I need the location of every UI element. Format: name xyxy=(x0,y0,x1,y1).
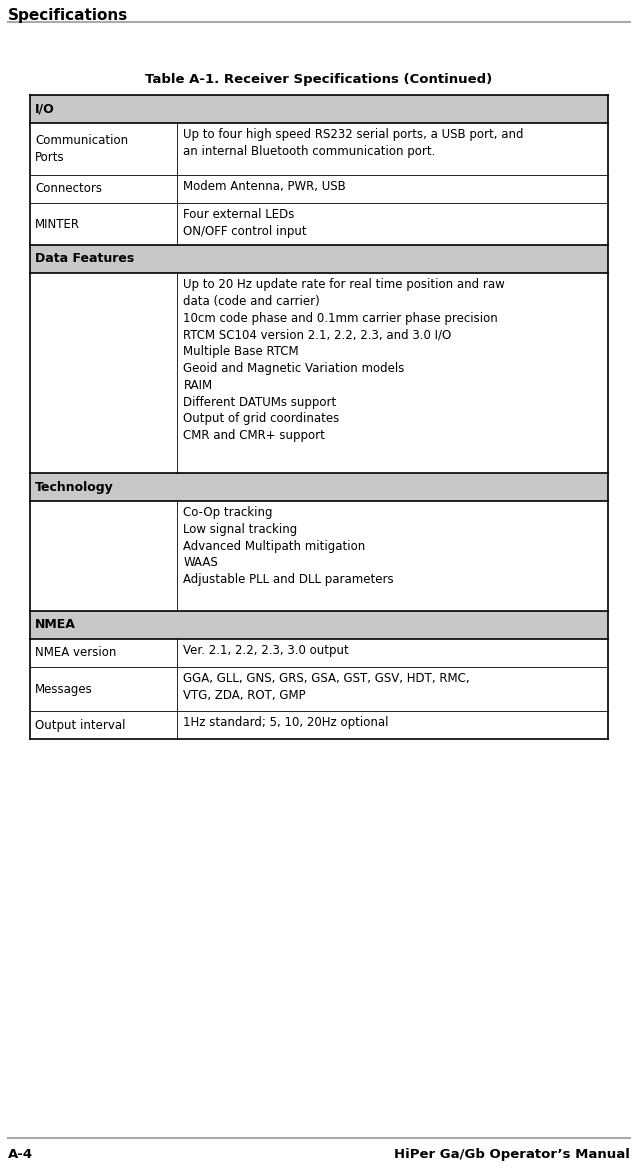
Text: Table A-1. Receiver Specifications (Continued): Table A-1. Receiver Specifications (Cont… xyxy=(145,73,493,86)
Bar xyxy=(177,639,608,667)
Bar xyxy=(30,610,608,639)
Bar xyxy=(177,123,608,175)
Bar xyxy=(30,203,177,245)
Text: Technology: Technology xyxy=(35,480,114,493)
Text: MINTER: MINTER xyxy=(35,217,80,230)
Text: Specifications: Specifications xyxy=(8,8,128,23)
Text: 1Hz standard; 5, 10, 20Hz optional: 1Hz standard; 5, 10, 20Hz optional xyxy=(183,716,389,729)
Bar xyxy=(30,175,177,203)
Text: Up to four high speed RS232 serial ports, a USB port, and
an internal Bluetooth : Up to four high speed RS232 serial ports… xyxy=(183,128,524,157)
Bar xyxy=(30,274,177,473)
Text: NMEA version: NMEA version xyxy=(35,647,116,660)
Text: Modem Antenna, PWR, USB: Modem Antenna, PWR, USB xyxy=(183,180,346,193)
Text: Output interval: Output interval xyxy=(35,718,126,731)
Bar xyxy=(30,123,177,175)
Text: Four external LEDs
ON/OFF control input: Four external LEDs ON/OFF control input xyxy=(183,208,307,238)
Text: GGA, GLL, GNS, GRS, GSA, GST, GSV, HDT, RMC,
VTG, ZDA, ROT, GMP: GGA, GLL, GNS, GRS, GSA, GST, GSV, HDT, … xyxy=(183,672,470,702)
Text: A-4: A-4 xyxy=(8,1148,33,1161)
Bar xyxy=(30,501,177,610)
Bar xyxy=(30,95,608,123)
Bar xyxy=(177,667,608,711)
Text: HiPer Ga/Gb Operator’s Manual: HiPer Ga/Gb Operator’s Manual xyxy=(394,1148,630,1161)
Bar xyxy=(30,245,608,274)
Text: I/O: I/O xyxy=(35,102,55,115)
Bar xyxy=(177,274,608,473)
Text: Up to 20 Hz update rate for real time position and raw
data (code and carrier)
1: Up to 20 Hz update rate for real time po… xyxy=(183,278,505,443)
Bar xyxy=(177,203,608,245)
Bar xyxy=(30,473,608,501)
Text: NMEA: NMEA xyxy=(35,619,76,632)
Text: Ver. 2.1, 2.2, 2.3, 3.0 output: Ver. 2.1, 2.2, 2.3, 3.0 output xyxy=(183,645,349,657)
Bar xyxy=(30,667,177,711)
Text: Data Features: Data Features xyxy=(35,252,134,265)
Bar xyxy=(30,711,177,738)
Bar xyxy=(177,711,608,738)
Text: Co-Op tracking
Low signal tracking
Advanced Multipath mitigation
WAAS
Adjustable: Co-Op tracking Low signal tracking Advan… xyxy=(183,506,394,586)
Bar xyxy=(177,175,608,203)
Bar xyxy=(177,501,608,610)
Bar xyxy=(30,639,177,667)
Text: Messages: Messages xyxy=(35,682,93,695)
Text: Communication
Ports: Communication Ports xyxy=(35,134,128,163)
Text: Connectors: Connectors xyxy=(35,182,102,196)
